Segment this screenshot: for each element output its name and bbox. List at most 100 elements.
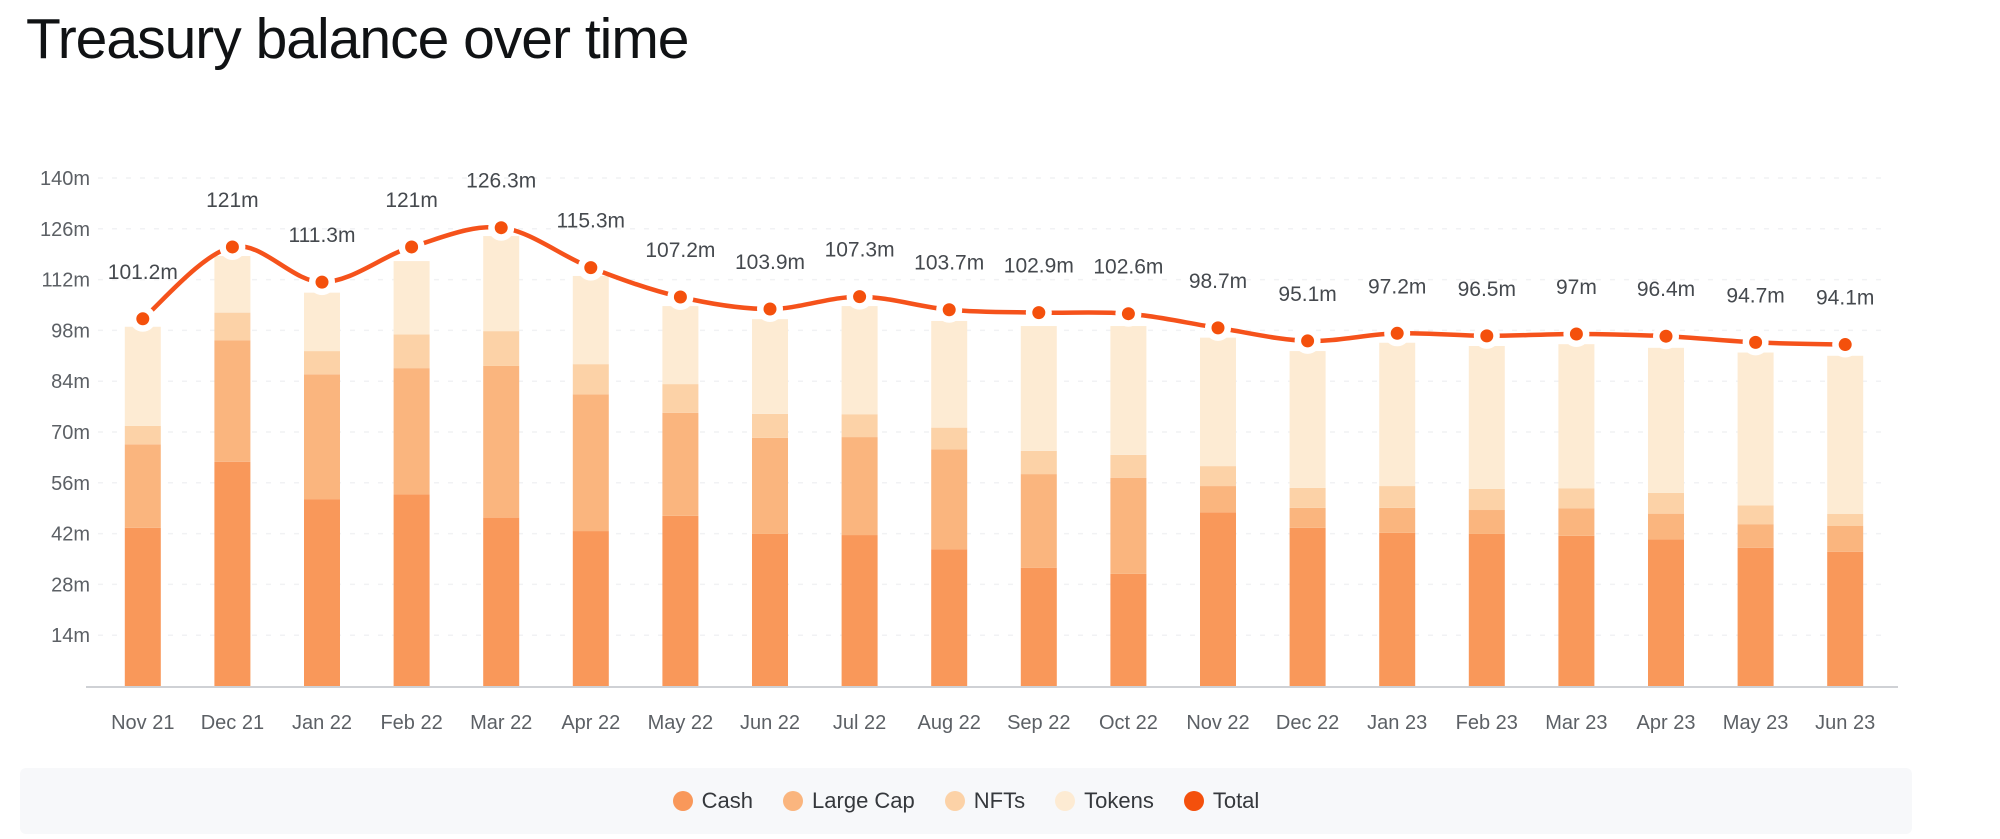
bar-jan-22-large-cap[interactable]: [304, 374, 340, 500]
bar-nov-22-cash[interactable]: [1200, 512, 1236, 686]
bar-mar-23-nfts[interactable]: [1558, 488, 1595, 509]
total-dot-jun-23[interactable]: [1838, 338, 1852, 352]
bar-feb-22-tokens[interactable]: [393, 261, 430, 335]
total-dot-mar-23[interactable]: [1569, 327, 1583, 341]
total-dot-may-23[interactable]: [1749, 335, 1763, 349]
bar-feb-22-nfts[interactable]: [393, 334, 430, 369]
bar-jul-22-tokens[interactable]: [841, 306, 878, 415]
bar-jun-22-cash[interactable]: [752, 533, 788, 686]
bar-may-23-nfts[interactable]: [1737, 505, 1774, 525]
bar-aug-22-large-cap[interactable]: [931, 449, 968, 550]
bar-oct-22-large-cap[interactable]: [1110, 477, 1147, 574]
bar-jan-23-nfts[interactable]: [1379, 486, 1416, 508]
bar-mar-22-tokens[interactable]: [483, 236, 520, 332]
bar-mar-22-nfts[interactable]: [483, 331, 520, 366]
bar-apr-22-cash[interactable]: [572, 531, 609, 686]
bar-dec-21-cash[interactable]: [214, 461, 251, 686]
total-dot-may-22[interactable]: [673, 290, 687, 304]
bar-mar-23-large-cap[interactable]: [1558, 508, 1595, 536]
bar-nov-21-cash[interactable]: [124, 527, 161, 686]
bar-apr-22-tokens[interactable]: [572, 275, 609, 365]
total-dot-apr-22[interactable]: [584, 261, 598, 275]
bar-jan-22-cash[interactable]: [304, 499, 340, 686]
bar-dec-22-cash[interactable]: [1289, 527, 1326, 686]
bar-jul-22-nfts[interactable]: [841, 414, 878, 438]
bar-may-22-cash[interactable]: [662, 515, 699, 686]
bar-nov-22-large-cap[interactable]: [1200, 486, 1236, 513]
total-dot-jul-22[interactable]: [853, 290, 867, 304]
bar-dec-22-nfts[interactable]: [1289, 487, 1326, 508]
bar-feb-22-large-cap[interactable]: [393, 368, 430, 495]
bar-may-23-large-cap[interactable]: [1737, 524, 1774, 548]
legend-item-total[interactable]: Total: [1183, 788, 1259, 814]
bar-apr-23-nfts[interactable]: [1648, 492, 1684, 514]
bar-apr-23-tokens[interactable]: [1648, 347, 1684, 493]
bar-may-23-cash[interactable]: [1737, 547, 1774, 686]
total-dot-apr-23[interactable]: [1659, 329, 1673, 343]
bar-dec-21-nfts[interactable]: [214, 312, 251, 341]
bar-aug-22-cash[interactable]: [931, 549, 968, 686]
bar-jun-23-nfts[interactable]: [1827, 514, 1864, 526]
total-dot-aug-22[interactable]: [942, 303, 956, 317]
bar-jun-22-large-cap[interactable]: [752, 437, 788, 534]
bar-sep-22-cash[interactable]: [1020, 567, 1057, 686]
bar-oct-22-nfts[interactable]: [1110, 454, 1147, 478]
bar-nov-21-nfts[interactable]: [124, 425, 161, 445]
bar-sep-22-large-cap[interactable]: [1020, 474, 1057, 568]
bar-nov-21-large-cap[interactable]: [124, 444, 161, 528]
bar-jan-22-nfts[interactable]: [304, 351, 340, 375]
bar-jun-22-tokens[interactable]: [752, 319, 788, 414]
bar-jun-23-large-cap[interactable]: [1827, 525, 1864, 552]
bar-apr-23-cash[interactable]: [1648, 539, 1684, 686]
total-dot-jan-22[interactable]: [315, 275, 329, 289]
bar-feb-23-large-cap[interactable]: [1468, 510, 1505, 534]
bar-sep-22-tokens[interactable]: [1020, 326, 1057, 451]
legend-item-tokens[interactable]: Tokens: [1055, 788, 1154, 814]
bar-nov-22-tokens[interactable]: [1200, 337, 1236, 467]
total-dot-oct-22[interactable]: [1121, 307, 1135, 321]
total-dot-feb-23[interactable]: [1480, 329, 1494, 343]
total-dot-mar-22[interactable]: [494, 221, 508, 235]
bar-may-23-tokens[interactable]: [1737, 352, 1774, 506]
bar-feb-22-cash[interactable]: [393, 494, 430, 686]
bar-feb-23-nfts[interactable]: [1468, 488, 1505, 511]
bar-apr-22-large-cap[interactable]: [572, 394, 609, 532]
bar-feb-23-cash[interactable]: [1468, 533, 1505, 686]
bar-jun-23-cash[interactable]: [1827, 551, 1864, 686]
bar-apr-22-nfts[interactable]: [572, 364, 609, 395]
bar-may-22-large-cap[interactable]: [662, 412, 699, 516]
bar-jul-22-large-cap[interactable]: [841, 437, 878, 536]
bar-dec-22-large-cap[interactable]: [1289, 507, 1326, 528]
legend-item-large-cap[interactable]: Large Cap: [783, 788, 915, 814]
total-dot-feb-22[interactable]: [405, 240, 419, 254]
bar-dec-22-tokens[interactable]: [1289, 351, 1326, 488]
bar-jan-23-cash[interactable]: [1379, 532, 1416, 686]
bar-oct-22-cash[interactable]: [1110, 573, 1147, 686]
bar-mar-23-tokens[interactable]: [1558, 344, 1595, 489]
total-dot-dec-22[interactable]: [1301, 334, 1315, 348]
bar-aug-22-tokens[interactable]: [931, 320, 968, 428]
total-dot-nov-21[interactable]: [136, 312, 150, 326]
bar-jul-22-cash[interactable]: [841, 535, 878, 686]
bar-jun-23-tokens[interactable]: [1827, 355, 1864, 515]
legend-item-nfts[interactable]: NFTs: [944, 788, 1025, 814]
bar-oct-22-tokens[interactable]: [1110, 326, 1147, 455]
total-dot-sep-22[interactable]: [1032, 306, 1046, 320]
bar-may-22-tokens[interactable]: [662, 306, 699, 385]
total-dot-jan-23[interactable]: [1390, 326, 1404, 340]
bar-mar-22-large-cap[interactable]: [483, 365, 520, 518]
total-dot-dec-21[interactable]: [225, 240, 239, 254]
bar-jun-22-nfts[interactable]: [752, 413, 788, 438]
total-dot-nov-22[interactable]: [1211, 321, 1225, 335]
bar-aug-22-nfts[interactable]: [931, 427, 968, 450]
bar-sep-22-nfts[interactable]: [1020, 450, 1057, 475]
bar-jan-22-tokens[interactable]: [304, 292, 340, 352]
bar-feb-23-tokens[interactable]: [1468, 346, 1505, 489]
bar-dec-21-tokens[interactable]: [214, 256, 251, 313]
bar-nov-22-nfts[interactable]: [1200, 466, 1236, 487]
total-dot-jun-22[interactable]: [763, 302, 777, 316]
legend-item-cash[interactable]: Cash: [672, 788, 753, 814]
bar-mar-22-cash[interactable]: [483, 517, 520, 686]
bar-jan-23-tokens[interactable]: [1379, 342, 1416, 487]
bar-nov-21-tokens[interactable]: [124, 326, 161, 426]
